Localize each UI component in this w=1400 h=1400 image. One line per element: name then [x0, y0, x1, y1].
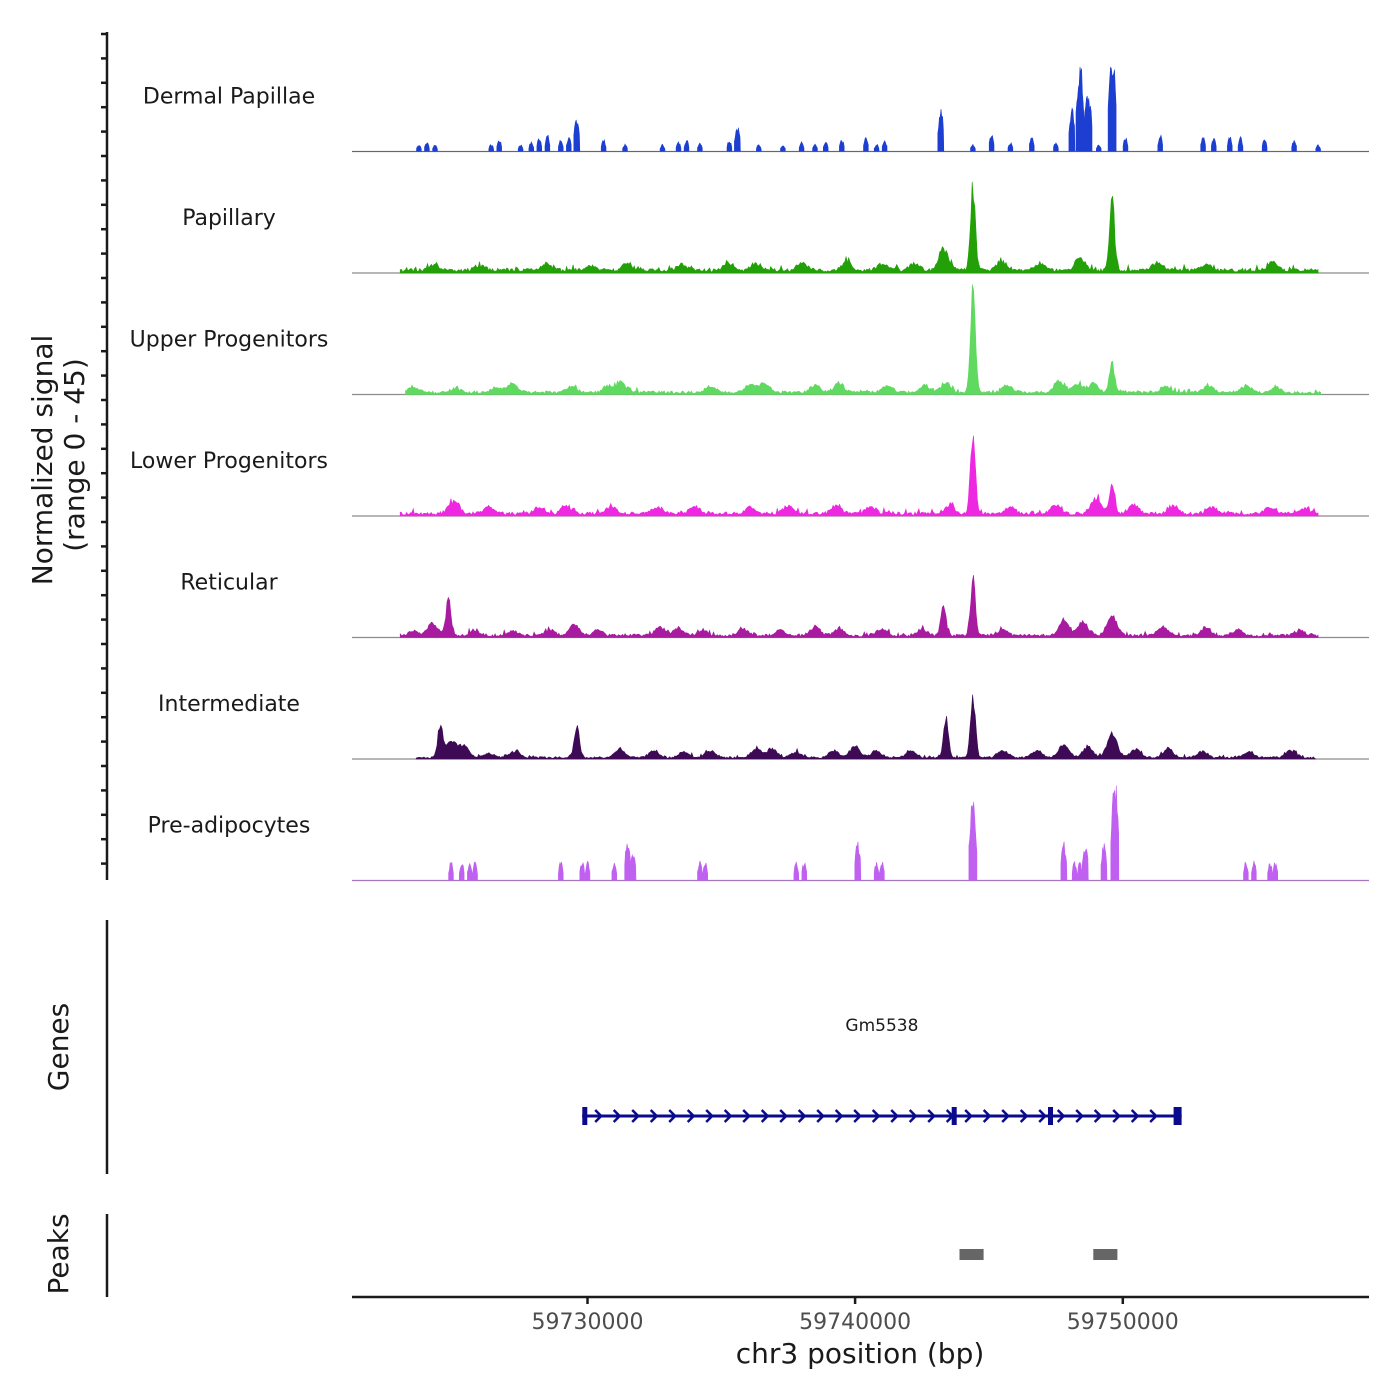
gene-terminal-exon: [1173, 1107, 1182, 1125]
peak-regions: [959, 1249, 1118, 1260]
signal-area-lower-progenitors: [399, 435, 1319, 517]
strand-arrow: [927, 1109, 936, 1123]
strand-arrow: [1130, 1109, 1140, 1123]
y-axis-title: Normalized signal: [26, 335, 59, 586]
signal-y-ticks: [101, 32, 107, 865]
signal-area-pre-adipocytes: [352, 785, 1369, 881]
strand-arrow: [612, 1109, 622, 1123]
strand-arrow: [686, 1109, 696, 1123]
x-ticks: 59730000 59740000 59750000: [532, 1297, 1179, 1335]
track-label-dermal-papillae: Dermal Papillae: [143, 85, 315, 110]
signal-area-reticular: [399, 575, 1319, 638]
track-intermediate: Intermediate: [158, 692, 1369, 760]
strand-arrow: [760, 1109, 770, 1123]
signal-area-upper-progenitors: [405, 284, 1322, 395]
x-axis: 59730000 59740000 59750000 chr3 position (…: [352, 1295, 1369, 1370]
strand-arrow: [890, 1109, 899, 1123]
strand-arrow: [1093, 1109, 1103, 1123]
track-label-intermediate: Intermediate: [158, 692, 300, 717]
genes-track-label: Genes: [42, 1003, 75, 1091]
track-label-papillary: Papillary: [182, 206, 276, 231]
track-label-reticular: Reticular: [180, 571, 278, 596]
strand-arrow: [1149, 1109, 1158, 1123]
x-axis-title: chr3 position (bp): [736, 1337, 985, 1370]
gene-exon: [1048, 1107, 1053, 1125]
track-reticular: Reticular: [180, 571, 1369, 639]
y-axis-subtitle: (range 0 - 45): [58, 358, 91, 552]
strand-arrow: [834, 1109, 844, 1123]
strand-arrow: [982, 1109, 992, 1123]
gene-model: [582, 1107, 1182, 1125]
strand-arrow: [649, 1109, 659, 1123]
strand-arrow: [779, 1109, 788, 1123]
strand-arrow: [668, 1109, 677, 1123]
strand-arrow: [871, 1109, 881, 1123]
gene-name-label: Gm5538: [845, 1016, 918, 1036]
strand-arrow: [742, 1109, 751, 1123]
strand-arrow: [594, 1109, 603, 1123]
genes-panel: Genes Gm5538: [42, 920, 1182, 1174]
strand-arrow: [1112, 1109, 1121, 1123]
peaks-panel: Peaks: [42, 1213, 1118, 1297]
signal-area-dermal-papillae: [352, 66, 1369, 152]
strand-arrow: [908, 1109, 918, 1123]
signal-tracks: Dermal Papillae Papillary Upper Progenitor…: [130, 66, 1369, 882]
strand-arrow: [1019, 1109, 1029, 1123]
track-label-lower-progenitors: Lower Progenitors: [130, 449, 328, 474]
strand-arrow: [1038, 1109, 1047, 1123]
strand-arrow: [1056, 1109, 1066, 1123]
strand-arrow: [705, 1109, 714, 1123]
signal-area-intermediate: [415, 694, 1317, 760]
gene-exon: [951, 1107, 957, 1125]
strand-arrow: [816, 1109, 825, 1123]
peak-region: [1093, 1249, 1118, 1260]
track-papillary: Papillary: [182, 181, 1369, 274]
signal-area-papillary: [399, 181, 1319, 274]
strand-arrow: [1075, 1109, 1084, 1123]
peaks-track-label: Peaks: [42, 1213, 75, 1294]
peak-region: [959, 1249, 984, 1260]
strand-arrow: [964, 1109, 973, 1123]
x-tick-label: 59730000: [532, 1310, 644, 1335]
strand-arrow: [631, 1109, 640, 1123]
strand-arrow: [723, 1109, 733, 1123]
track-label-pre-adipocytes: Pre-adipocytes: [148, 814, 311, 839]
track-label-upper-progenitors: Upper Progenitors: [130, 328, 329, 353]
strand-arrow: [797, 1109, 807, 1123]
track-dermal-papillae: Dermal Papillae: [143, 66, 1369, 153]
track-upper-progenitors: Upper Progenitors: [130, 284, 1369, 396]
track-lower-progenitors: Lower Progenitors: [130, 435, 1369, 517]
x-tick-label: 59740000: [799, 1310, 911, 1335]
strand-arrow: [853, 1109, 862, 1123]
gene-exon: [582, 1107, 588, 1125]
strand-arrow: [1001, 1109, 1010, 1123]
signal-panel: Normalized signal (range 0 - 45) Dermal …: [26, 32, 1369, 882]
track-pre-adipocytes: Pre-adipocytes: [148, 785, 1369, 882]
x-tick-label: 59750000: [1067, 1310, 1179, 1335]
